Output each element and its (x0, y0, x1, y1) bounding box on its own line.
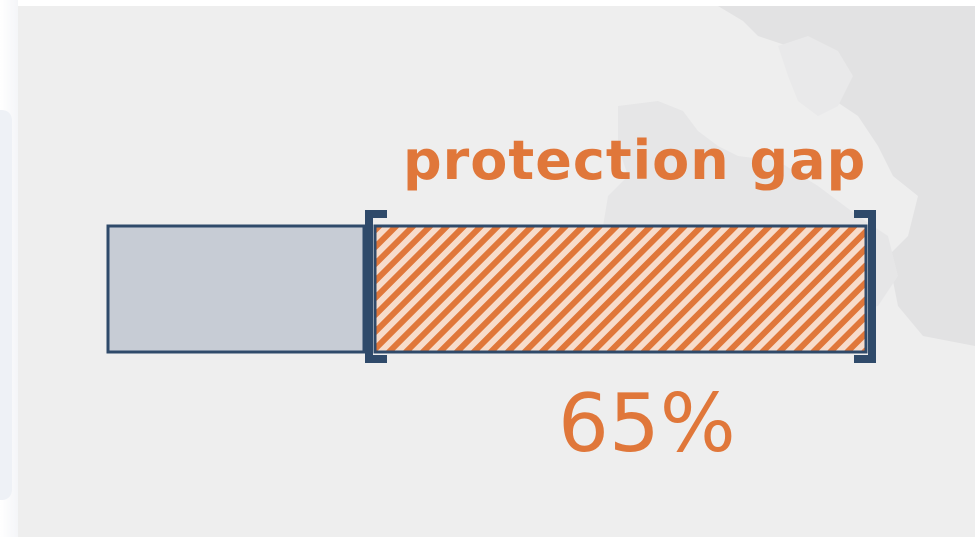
gap-right-bracket (854, 210, 876, 363)
protection-gap-segment (373, 224, 868, 354)
protection-gap-title: protection gap (403, 129, 867, 192)
infographic: protection gap 65% (18, 6, 975, 537)
gap-percent-label: 65% (558, 377, 736, 470)
covered-segment (106, 224, 366, 354)
gap-left-bracket (365, 210, 387, 363)
left-edge-panel (0, 0, 18, 537)
progress-bar (106, 210, 876, 363)
